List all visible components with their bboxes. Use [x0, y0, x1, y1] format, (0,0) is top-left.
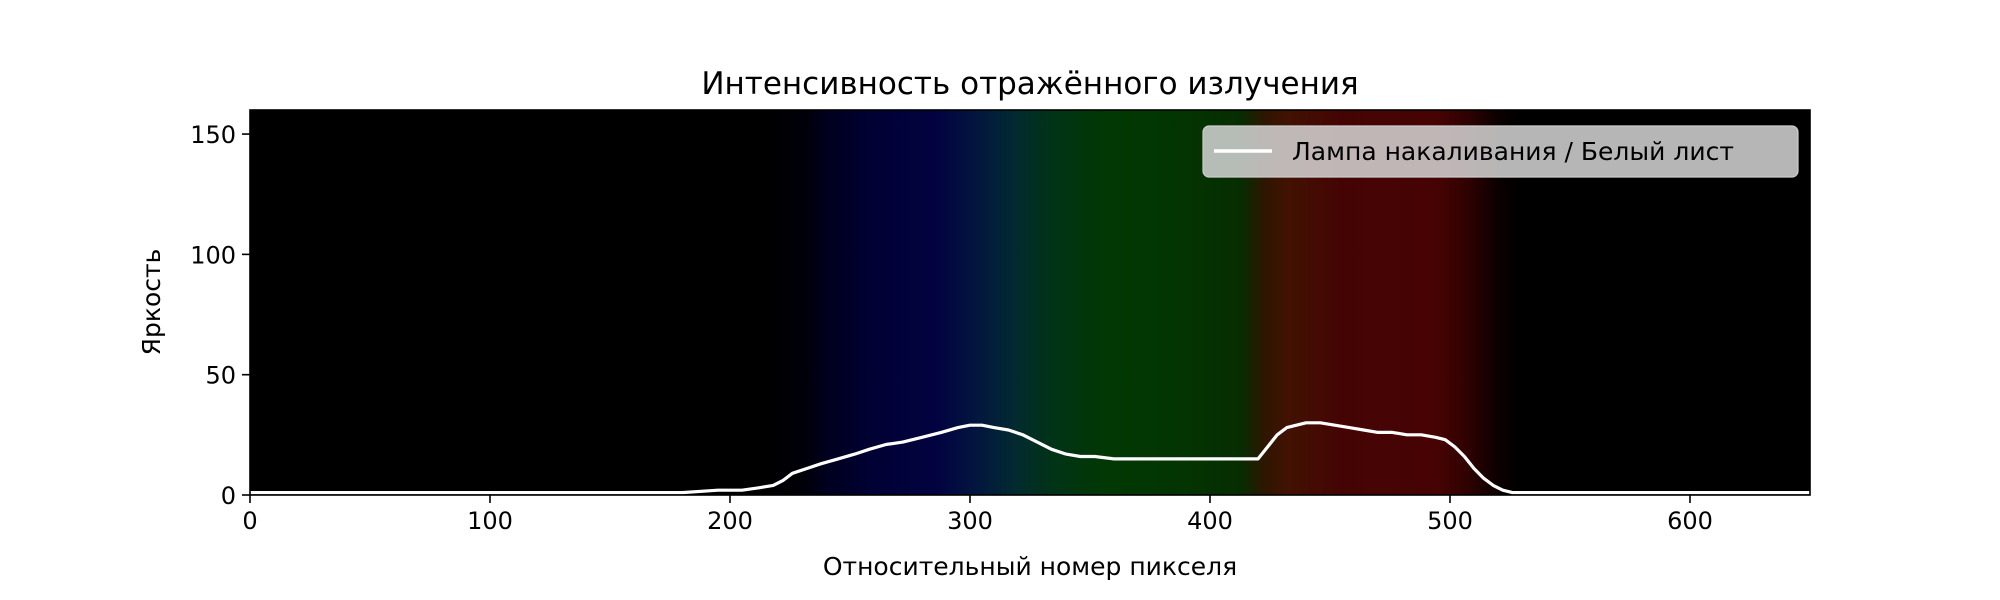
- chart-title: Интенсивность отражённого излучения: [701, 66, 1358, 102]
- x-tick-label: 200: [707, 507, 753, 535]
- y-tick-label: 50: [205, 362, 236, 390]
- x-tick-label: 400: [1187, 507, 1233, 535]
- x-tick-label: 100: [467, 507, 513, 535]
- legend-label: Лампа накаливания / Белый лист: [1292, 137, 1734, 166]
- x-tick-label: 500: [1427, 507, 1473, 535]
- y-axis: 0 50 100 150: [190, 121, 250, 510]
- y-axis-label: Яркость: [137, 249, 166, 356]
- x-tick-label: 300: [947, 507, 993, 535]
- plot-frame: [249, 109, 1811, 496]
- legend-box: [1202, 125, 1799, 178]
- x-tick-label: 600: [1667, 507, 1713, 535]
- y-tick-label: 150: [190, 121, 236, 149]
- series-line-lamp: [248, 421, 1812, 495]
- x-tick-label: 0: [242, 507, 257, 535]
- x-axis: 0 100 200 300 400 500 600: [242, 495, 1713, 535]
- legend: Лампа накаливания / Белый лист: [1202, 125, 1799, 178]
- y-tick-label: 100: [190, 241, 236, 269]
- y-tick-label: 0: [221, 482, 236, 510]
- x-axis-label: Относительный номер пикселя: [823, 552, 1237, 581]
